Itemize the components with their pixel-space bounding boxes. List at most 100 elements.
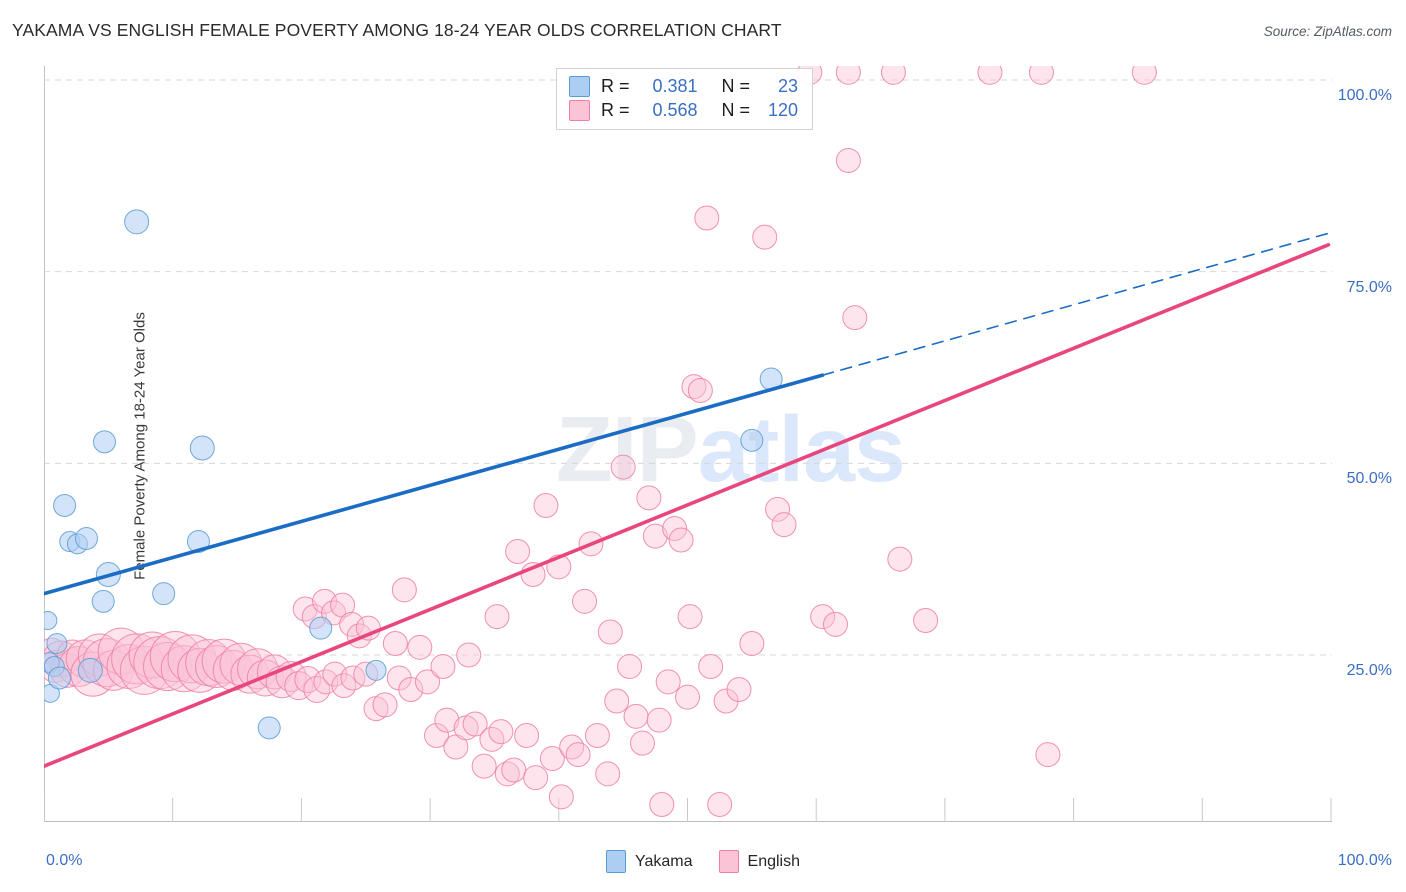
data-point bbox=[77, 657, 103, 683]
data-point bbox=[53, 494, 77, 517]
y-axis-tick-label: 50.0% bbox=[1346, 470, 1392, 488]
correlation-stats-legend: R = 0.381 N = 23 R = 0.568 N = 120 bbox=[556, 68, 814, 130]
data-point bbox=[391, 577, 417, 603]
stats-row-yakama: R = 0.381 N = 23 bbox=[569, 76, 798, 97]
data-point bbox=[880, 66, 906, 85]
data-point bbox=[1035, 742, 1061, 768]
data-point bbox=[810, 604, 836, 630]
data-point bbox=[913, 608, 939, 633]
data-point bbox=[456, 642, 482, 668]
data-point bbox=[91, 589, 115, 613]
page-title: YAKAMA VS ENGLISH FEMALE POVERTY AMONG 1… bbox=[12, 20, 782, 40]
data-point bbox=[740, 428, 764, 452]
legend-entry-yakama[interactable]: Yakama bbox=[606, 850, 693, 873]
data-point bbox=[488, 719, 514, 745]
data-point bbox=[752, 224, 778, 250]
data-point bbox=[149, 631, 201, 683]
legend-entry-english[interactable]: English bbox=[718, 850, 800, 873]
data-point bbox=[548, 784, 574, 810]
yakama-legend-swatch-icon bbox=[606, 850, 626, 873]
data-point bbox=[649, 792, 675, 817]
data-point bbox=[189, 435, 215, 461]
data-point bbox=[46, 633, 68, 654]
yakama-color-swatch-icon bbox=[569, 76, 590, 97]
data-point bbox=[505, 539, 531, 564]
data-point bbox=[623, 703, 649, 729]
yakama-trend-line bbox=[44, 373, 825, 596]
y-axis-tick-label: 25.0% bbox=[1346, 662, 1392, 679]
data-point bbox=[309, 616, 333, 640]
data-point bbox=[407, 634, 433, 660]
data-point bbox=[636, 485, 662, 511]
data-point bbox=[539, 746, 565, 771]
data-point bbox=[597, 619, 623, 645]
yakama-n-label: N = bbox=[721, 76, 751, 96]
series-legend: Yakama English bbox=[0, 850, 1406, 873]
data-point bbox=[430, 654, 456, 679]
data-point bbox=[415, 669, 441, 695]
data-point bbox=[642, 523, 668, 549]
x-axis-min-label: 0.0% bbox=[46, 852, 83, 869]
data-point bbox=[629, 730, 655, 756]
english-n-label: N = bbox=[721, 100, 751, 120]
yakama-legend-label: Yakama bbox=[635, 852, 693, 870]
english-trend-line bbox=[44, 243, 1331, 768]
y-axis-tick-label: 75.0% bbox=[1346, 278, 1392, 296]
data-point bbox=[687, 378, 713, 403]
data-point bbox=[471, 753, 497, 779]
data-point bbox=[47, 666, 71, 690]
y-axis-tick-label: 100.0% bbox=[1337, 87, 1392, 104]
data-point bbox=[434, 707, 460, 733]
data-point bbox=[887, 546, 913, 572]
data-point bbox=[152, 582, 176, 606]
data-point bbox=[675, 684, 700, 710]
data-point bbox=[128, 631, 176, 679]
data-point bbox=[1028, 66, 1054, 85]
data-point bbox=[372, 692, 398, 718]
data-point bbox=[617, 654, 643, 679]
data-point bbox=[835, 66, 861, 85]
data-point bbox=[823, 611, 849, 637]
yakama-r-label: R = bbox=[601, 76, 630, 96]
data-point bbox=[584, 723, 610, 748]
data-point bbox=[514, 723, 540, 748]
data-point bbox=[977, 66, 1003, 85]
data-point bbox=[443, 734, 469, 760]
english-r-label: R = bbox=[601, 100, 630, 120]
scatter-plot-area bbox=[44, 66, 1332, 822]
data-point bbox=[835, 148, 861, 173]
yakama-trend-line-extension bbox=[821, 232, 1330, 376]
data-point bbox=[365, 659, 387, 681]
data-point bbox=[501, 757, 527, 783]
data-point bbox=[694, 205, 720, 231]
english-n-value: 120 bbox=[767, 100, 799, 120]
data-point bbox=[771, 512, 797, 538]
data-point bbox=[484, 604, 510, 630]
data-point bbox=[177, 647, 223, 693]
series-points-english bbox=[44, 66, 1157, 817]
data-point bbox=[382, 631, 408, 656]
plot-svg bbox=[44, 66, 1332, 822]
stats-row-english: R = 0.568 N = 120 bbox=[569, 100, 798, 121]
data-point bbox=[124, 209, 150, 235]
data-point bbox=[681, 374, 707, 400]
data-point bbox=[559, 734, 585, 760]
english-legend-label: English bbox=[747, 852, 800, 870]
yakama-r-value: 0.381 bbox=[652, 76, 698, 96]
english-legend-swatch-icon bbox=[718, 850, 739, 873]
data-point bbox=[1131, 66, 1157, 85]
data-point bbox=[707, 792, 733, 817]
data-point bbox=[610, 454, 636, 480]
data-point bbox=[572, 588, 598, 614]
data-point bbox=[533, 493, 559, 518]
yakama-n-value: 23 bbox=[778, 76, 799, 96]
data-point bbox=[677, 604, 703, 630]
data-point bbox=[160, 645, 208, 693]
data-point bbox=[655, 669, 681, 695]
data-point bbox=[398, 677, 424, 702]
data-point bbox=[842, 305, 868, 331]
data-point bbox=[494, 761, 520, 787]
data-point bbox=[424, 723, 450, 748]
data-point bbox=[646, 707, 672, 733]
